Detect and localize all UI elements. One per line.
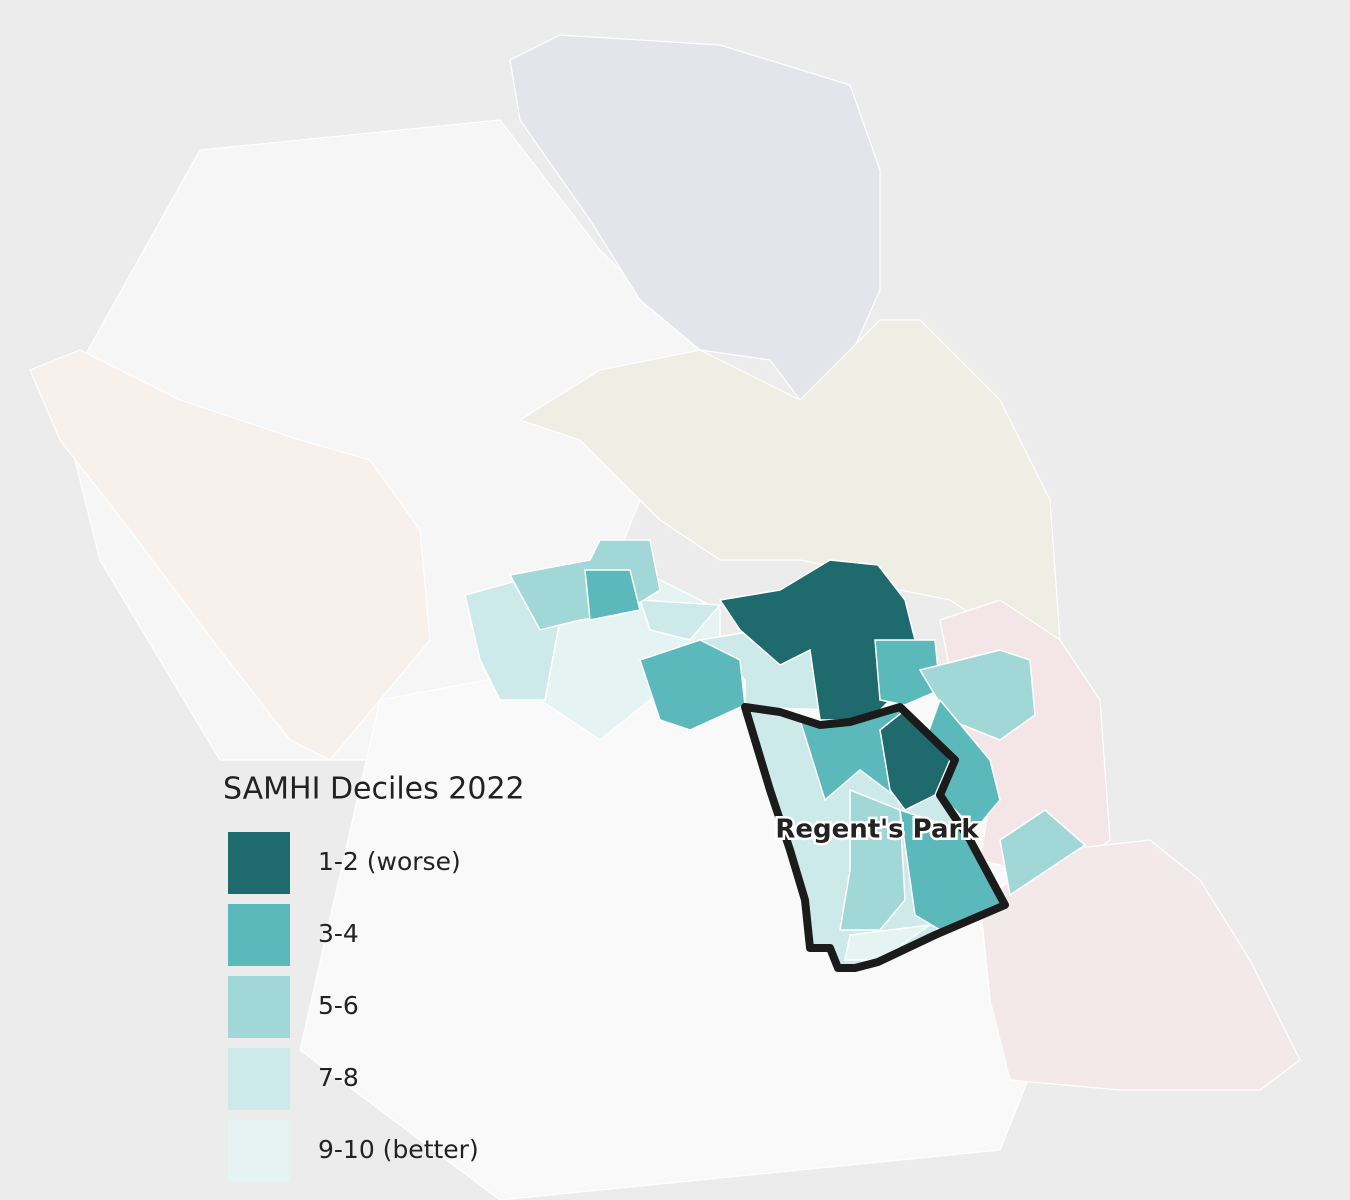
region [638, 599, 722, 641]
legend-swatch [228, 1048, 290, 1110]
legend-title: SAMHI Deciles 2022 [223, 772, 525, 807]
area [29, 349, 431, 761]
legend: 1-2 (worse) 3-4 5-6 7-8 9-10 (better) [228, 832, 479, 1182]
place-label: Regent's Park [775, 815, 979, 845]
region [999, 809, 1087, 897]
legend-swatch [228, 832, 290, 894]
legend-swatch [228, 1120, 290, 1182]
legend-swatch [228, 976, 290, 1038]
legend-label: 5-6 [318, 991, 359, 1020]
legend-label: 7-8 [318, 1063, 359, 1092]
regents-park-boundary [741, 703, 1009, 972]
region [874, 639, 941, 706]
region [839, 788, 906, 931]
region [584, 569, 641, 621]
legend-label: 9-10 (better) [318, 1135, 479, 1164]
deciles-regions [464, 539, 1087, 969]
legend-label: 1-2 (worse) [318, 847, 461, 876]
area [979, 839, 1301, 1091]
legend-swatch [228, 904, 290, 966]
legend-label: 3-4 [318, 919, 359, 948]
